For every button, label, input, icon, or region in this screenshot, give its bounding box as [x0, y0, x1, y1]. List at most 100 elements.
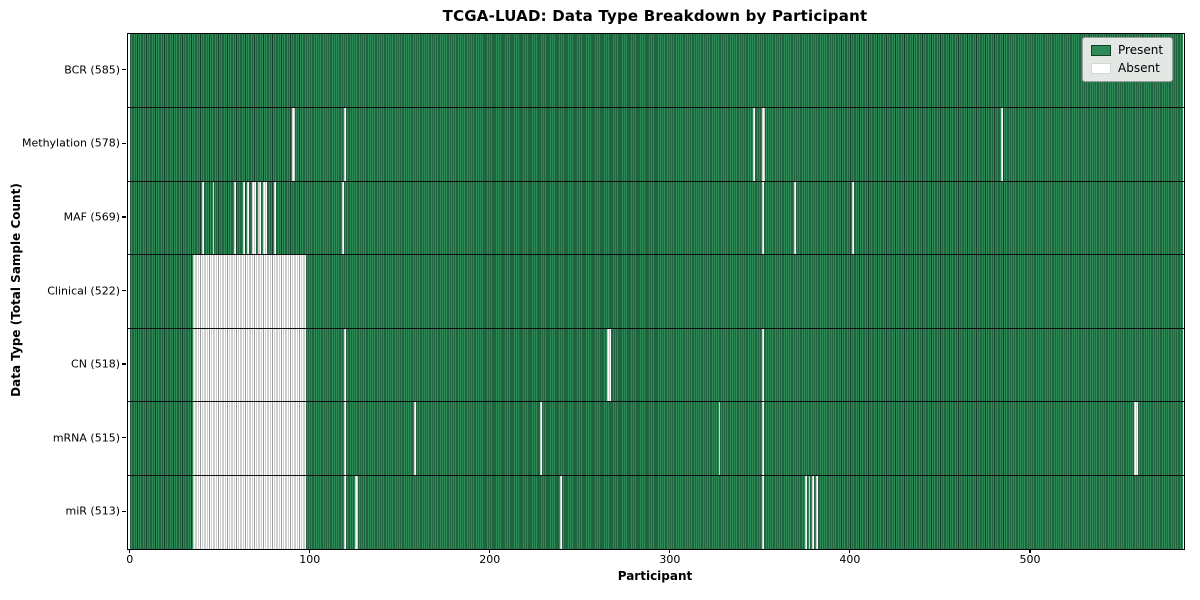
absent-gap — [354, 475, 357, 549]
row-band-maf — [128, 181, 1184, 255]
xtick-mark — [309, 548, 311, 553]
absent-gap — [243, 181, 246, 255]
row-band-mir — [128, 475, 1184, 549]
row-separator — [128, 474, 1184, 476]
absent-gap — [192, 475, 307, 549]
absent-gap — [560, 475, 562, 549]
x-axis-label: Participant — [617, 569, 693, 583]
row-separator — [128, 107, 1184, 109]
legend-item-absent: Absent — [1091, 62, 1164, 75]
ytick-mark — [122, 69, 126, 71]
ytick-label-methylation: Methylation (578) — [22, 136, 120, 150]
legend-item-label: Present — [1118, 43, 1164, 57]
xtick-mark — [129, 548, 131, 553]
xtick-label: 0 — [126, 553, 134, 566]
ytick-label-clinical: Clinical (522) — [47, 284, 120, 297]
xtick-label: 400 — [839, 553, 861, 566]
present-bars — [129, 401, 1184, 476]
legend: Present Absent — [1082, 37, 1173, 82]
absent-gap — [761, 181, 764, 255]
absent-gap — [752, 107, 755, 182]
row-separator — [128, 254, 1184, 256]
chart-title: TCGA-LUAD: Data Type Breakdown by Partic… — [442, 7, 868, 25]
absent-gap — [342, 181, 345, 255]
row-separator — [128, 180, 1184, 182]
ytick-mark — [122, 363, 126, 365]
row-band-methylation — [128, 107, 1184, 182]
absent-gap — [254, 181, 256, 255]
xtick-label: 200 — [479, 553, 501, 566]
absent-gap — [293, 107, 296, 182]
absent-gap — [606, 328, 609, 402]
xtick-mark — [669, 548, 671, 553]
absent-gap — [763, 107, 766, 182]
present-bars — [129, 254, 1184, 329]
absent-gap — [1136, 401, 1139, 476]
present-bars — [129, 475, 1184, 549]
absent-gap — [234, 181, 237, 255]
xtick-mark — [489, 548, 491, 553]
absent-gap — [192, 254, 307, 329]
row-band-mrna — [128, 401, 1184, 476]
present-bars — [129, 181, 1184, 255]
absent-gap — [356, 475, 359, 549]
absent-gap — [608, 328, 611, 402]
xtick-mark — [1029, 548, 1031, 553]
ytick-label-cn: CN (518) — [71, 357, 120, 371]
absent-gap — [761, 328, 764, 402]
absent-gap — [344, 475, 346, 549]
ytick-mark — [122, 216, 126, 218]
absent-gap — [761, 475, 764, 549]
absent-gap — [344, 401, 346, 476]
absent-gap — [273, 181, 276, 255]
xtick-label: 500 — [1019, 553, 1041, 566]
ytick-label-maf: MAF (569) — [63, 210, 120, 224]
row-band-bcr — [128, 34, 1184, 108]
absent-gap — [1134, 401, 1137, 476]
absent-gap — [252, 181, 255, 255]
ytick-mark — [122, 437, 126, 439]
xtick-label: 300 — [659, 553, 681, 566]
xtick-mark — [849, 548, 851, 553]
absent-gap — [794, 181, 796, 255]
absent-gap — [812, 475, 814, 549]
present-swatch-icon — [1091, 45, 1111, 56]
absent-gap — [212, 181, 215, 255]
absent-gap — [246, 181, 249, 255]
absent-gap — [761, 107, 764, 182]
absent-gap — [851, 181, 854, 255]
y-axis-label: Data Type (Total Sample Count) — [9, 183, 23, 397]
legend-item-present: Present — [1091, 44, 1164, 57]
absent-swatch-icon — [1091, 63, 1111, 74]
ytick-mark — [122, 289, 126, 292]
present-bars — [129, 34, 1184, 108]
present-bars — [129, 107, 1184, 182]
row-band-clinical — [128, 254, 1184, 329]
legend-item-label: Absent — [1118, 61, 1160, 75]
absent-gap — [344, 107, 346, 182]
absent-gap — [761, 401, 764, 476]
absent-gap — [257, 181, 260, 255]
absent-gap — [540, 401, 543, 476]
ytick-label-bcr: BCR (585) — [64, 63, 120, 77]
absent-gap — [192, 401, 307, 476]
absent-gap — [804, 475, 807, 549]
plot-area — [127, 33, 1185, 550]
xtick-label: 100 — [299, 553, 321, 566]
ytick-mark — [122, 142, 126, 144]
absent-gap — [263, 181, 265, 255]
absent-gap — [1001, 107, 1004, 182]
absent-gap — [718, 401, 721, 476]
row-separator — [128, 327, 1184, 329]
absent-gap — [414, 401, 417, 476]
absent-gap — [201, 181, 204, 255]
absent-gap — [291, 107, 294, 182]
ytick-label-mrna: mRNA (515) — [52, 431, 120, 445]
absent-gap — [264, 181, 267, 255]
ytick-label-mir: miR (513) — [65, 504, 121, 518]
row-band-cn — [128, 328, 1184, 402]
absent-gap — [192, 328, 307, 402]
absent-gap — [344, 328, 346, 402]
ytick-mark — [122, 510, 126, 512]
